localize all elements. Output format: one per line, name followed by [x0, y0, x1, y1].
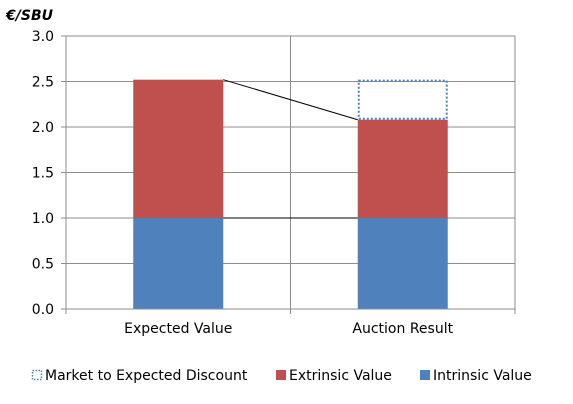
- y-tick-label: 0.0: [32, 302, 54, 318]
- extrinsic-bar-segment: [133, 79, 224, 219]
- legend-swatch-intrinsic: [420, 370, 430, 380]
- extrinsic-bar-segment: [357, 119, 448, 218]
- x-category-label: Expected Value: [124, 321, 232, 337]
- legend-swatch-discount: [31, 369, 43, 381]
- y-tick-label: 2.5: [32, 75, 54, 91]
- legend-label-intrinsic: Intrinsic Value: [433, 368, 532, 384]
- y-tick-label: 3.0: [32, 29, 54, 45]
- legend-swatch-extrinsic: [276, 370, 286, 380]
- discount-bar-segment: [357, 79, 448, 120]
- y-tick-label: 0.5: [32, 257, 54, 273]
- legend-label-discount: Market to Expected Discount: [45, 368, 248, 384]
- legend-label-extrinsic: Extrinsic Value: [289, 368, 392, 384]
- y-axis-unit-label: €/SBU: [5, 8, 54, 24]
- y-tick-label: 1.0: [32, 211, 54, 227]
- intrinsic-bar-segment: [357, 218, 448, 309]
- y-tick-label: 2.0: [32, 120, 54, 136]
- intrinsic-bar-segment: [133, 218, 224, 309]
- x-category-label: Auction Result: [352, 321, 453, 337]
- connector-line: [223, 79, 358, 121]
- y-tick-label: 1.5: [32, 166, 54, 182]
